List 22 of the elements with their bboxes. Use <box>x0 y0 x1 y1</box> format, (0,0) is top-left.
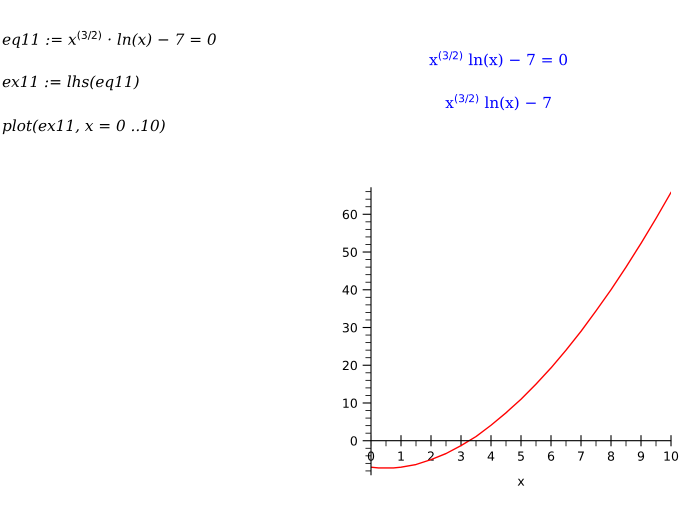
text: plot(ex11, x = 0 ..10) <box>2 119 165 134</box>
y-tick-label: 50 <box>342 247 357 257</box>
y-tick-label: 40 <box>342 285 357 295</box>
y-tick-label: 30 <box>342 322 357 332</box>
x-axis-title: x <box>518 478 524 486</box>
y-tick-label: 20 <box>342 360 357 370</box>
text: eq11 := x$^{(3/2)}$ · ln(x) − 7 = 0 <box>2 30 216 48</box>
y-tick-label: 0 <box>350 436 357 446</box>
x-tick-label: 8 <box>608 451 614 461</box>
x-tick-label: 5 <box>518 452 524 461</box>
x-tick-label: 7 <box>578 452 584 461</box>
x-tick-label: 9 <box>638 451 644 461</box>
y-tick-label: 60 <box>342 210 357 220</box>
y-tick-label: 10 <box>343 398 357 408</box>
x-tick-label: 3 <box>458 451 464 461</box>
text: x$^{(3/2)}$ ln(x) − 7 = 0 <box>429 51 568 68</box>
text: x$^{(3/2)}$ ln(x) − 7 <box>445 94 551 110</box>
text: ex11 := lhs(eq11) <box>2 75 139 90</box>
x-tick-label: 6 <box>548 451 554 461</box>
x-tick-label: 1 <box>398 452 404 461</box>
x-tick-label: 4 <box>488 452 494 461</box>
x-tick-label: 10 <box>664 451 678 461</box>
